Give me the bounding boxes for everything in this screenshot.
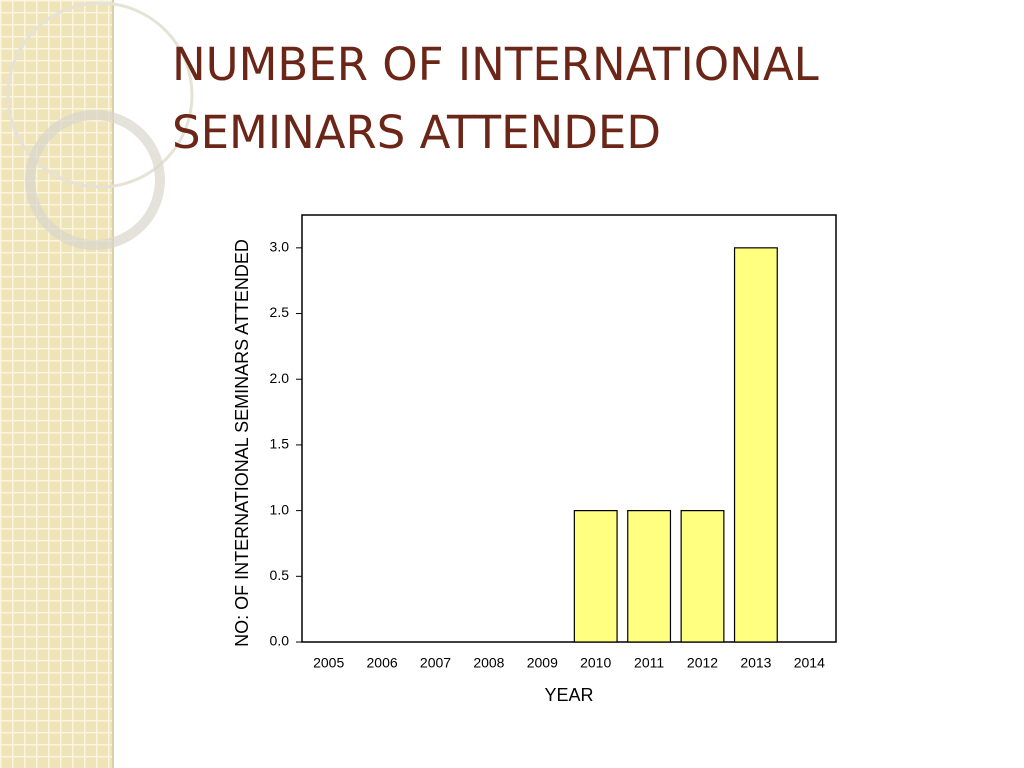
x-axis-title: YEAR: [544, 685, 593, 705]
x-tick-label: 2012: [687, 655, 718, 671]
x-tick-label: 2005: [313, 655, 344, 671]
y-tick-label: 0.5: [270, 567, 290, 583]
x-tick-label: 2010: [580, 655, 611, 671]
y-tick-label: 2.0: [270, 370, 290, 386]
y-tick-label: 3.0: [270, 239, 290, 255]
x-tick-label: 2007: [420, 655, 451, 671]
title-line: SEMINARS ATTENDED: [172, 106, 661, 159]
y-tick-label: 1.0: [270, 501, 290, 517]
plot-frame: [301, 214, 837, 643]
decor-circle: [25, 110, 165, 250]
decor-circle: [6, 1, 194, 189]
title-line: NUMBER OF INTERNATIONAL: [172, 38, 819, 91]
bar: [573, 510, 618, 643]
y-tick-label: 0.0: [270, 633, 290, 649]
y-tick-label: 1.5: [270, 436, 290, 452]
x-tick-label: 2008: [473, 655, 504, 671]
x-tick-label: 2006: [367, 655, 398, 671]
bar: [627, 510, 672, 643]
y-tick-label: 2.5: [270, 304, 290, 320]
bar: [733, 247, 778, 643]
x-tick-label: 2011: [634, 655, 664, 671]
x-tick-label: 2009: [527, 655, 558, 671]
bar: [680, 510, 725, 643]
x-tick-label: 2013: [740, 655, 771, 671]
y-axis-title: NO: OF INTERNATIONAL SEMINARS ATTENDED: [232, 239, 252, 647]
x-tick-label: 2014: [794, 655, 825, 671]
